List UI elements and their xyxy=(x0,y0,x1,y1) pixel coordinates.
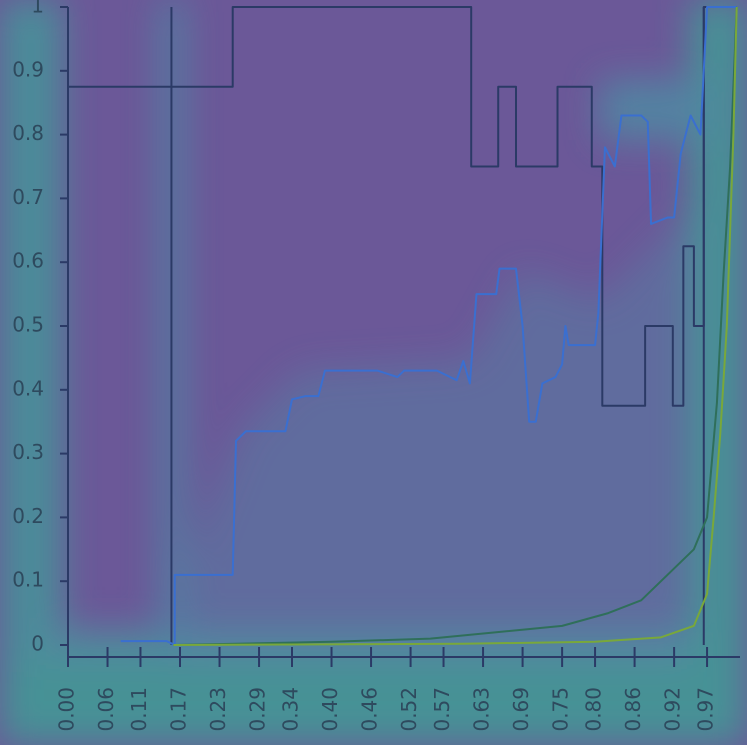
y-tick-label: 0.4 xyxy=(12,376,44,400)
x-tick-label: 0.23 xyxy=(206,687,230,732)
x-tick-label: 0.80 xyxy=(582,687,606,732)
x-tick-label: 0.63 xyxy=(470,687,494,732)
x-tick-label: 0.00 xyxy=(55,687,79,732)
y-tick-label: 0.8 xyxy=(12,121,44,145)
y-tick-label: 0.2 xyxy=(12,504,44,528)
series-line xyxy=(173,6,738,646)
x-tick-label: 0.34 xyxy=(279,687,303,732)
x-tick-label: 0.57 xyxy=(430,687,454,732)
x-tick-label: 0.75 xyxy=(549,687,573,732)
y-tick-label: 0 xyxy=(31,632,44,656)
series-line xyxy=(120,6,737,646)
y-tick-label: 0.5 xyxy=(12,313,44,337)
y-tick-label: 0.6 xyxy=(12,249,44,273)
series-line xyxy=(68,6,737,407)
y-tick-label: 0.7 xyxy=(12,185,44,209)
x-tick-label: 0.40 xyxy=(318,687,342,732)
x-tick-label: 0.69 xyxy=(509,687,533,732)
x-tick-label: 0.97 xyxy=(694,687,718,732)
series-line xyxy=(170,7,705,645)
y-tick-label: 0.3 xyxy=(12,440,44,464)
series-line xyxy=(173,6,738,646)
x-tick-label: 0.92 xyxy=(661,687,685,732)
x-tick-label: 0.52 xyxy=(397,687,421,732)
x-tick-label: 0.17 xyxy=(167,687,191,732)
x-tick-label: 0.86 xyxy=(621,687,645,732)
x-tick-label: 0.29 xyxy=(246,687,270,732)
y-tick-label: 1 xyxy=(31,0,44,18)
y-tick-label: 0.9 xyxy=(12,57,44,81)
y-tick-label: 0.1 xyxy=(12,568,44,592)
x-tick-label: 0.06 xyxy=(94,687,118,732)
x-tick-label: 0.46 xyxy=(358,687,382,732)
x-tick-label: 0.11 xyxy=(127,687,151,732)
